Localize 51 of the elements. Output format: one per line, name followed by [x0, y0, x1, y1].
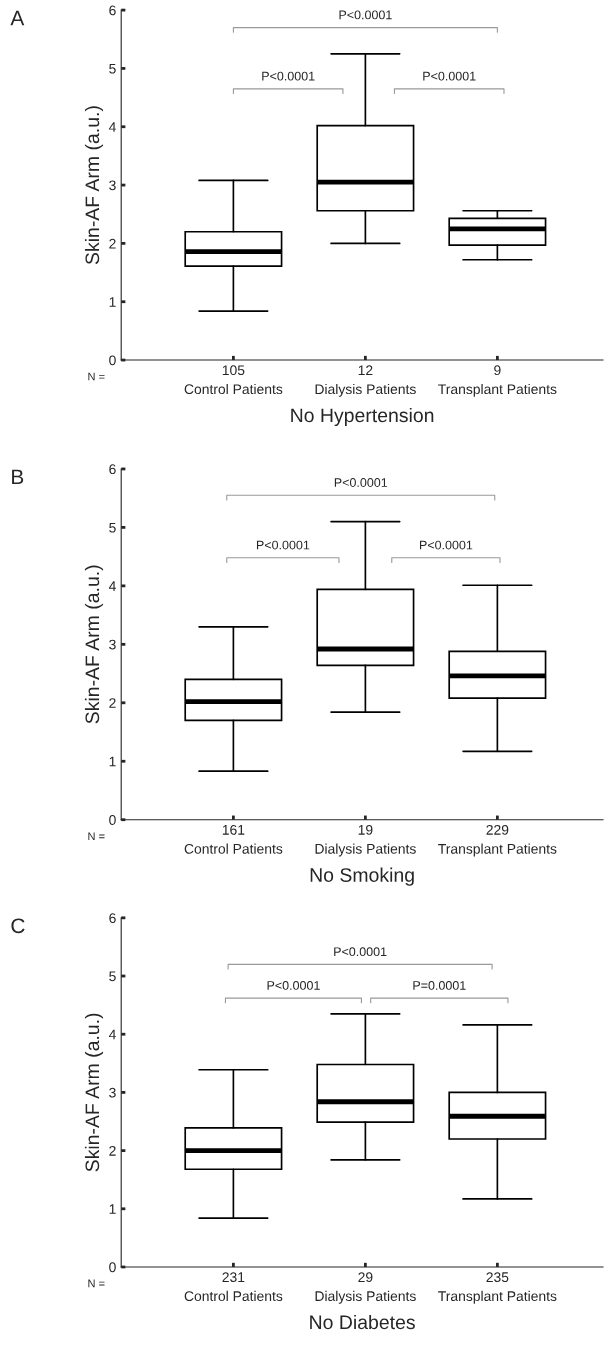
y-tick-label: 0	[109, 1262, 116, 1273]
y-tick-label: 4	[108, 1029, 116, 1040]
annotation: P<0.0001	[334, 947, 387, 957]
x-tick-label: 231 Control Patients	[184, 1272, 283, 1302]
y-tick-label: 6	[109, 5, 116, 16]
annotation: P<0.0001	[339, 10, 392, 20]
y-axis-title: Skin-AF Arm (a.u.)	[84, 1013, 104, 1172]
y-tick-label: 5	[109, 971, 116, 982]
y-tick-label: 3	[109, 1087, 116, 1098]
y-tick-label: 4	[108, 581, 116, 591]
x-axis-title: No Smoking	[310, 867, 414, 886]
x-tick-label: 229 Transplant Patients	[438, 824, 557, 857]
chart-title: C	[11, 918, 25, 934]
x-tick-label: 19 Dialysis Patients	[315, 824, 416, 857]
y-tick-label: 2	[109, 1145, 116, 1156]
x-tick-label: 235 Transplant Patients	[438, 1272, 557, 1304]
x-axis-title: No Hypertension	[291, 407, 434, 427]
y-tick-label: 2	[109, 238, 116, 249]
y-tick-label: 6	[109, 913, 116, 924]
annotation: P<0.0001	[419, 540, 473, 550]
y-tick-label: 3	[109, 180, 116, 191]
x-tick-label: 9 Transplant Patients	[438, 365, 557, 397]
y-tick-label: 6	[109, 464, 116, 475]
text: N =	[88, 1279, 105, 1288]
y-tick-label: 2	[109, 698, 116, 708]
text: N =	[88, 372, 105, 381]
y-tick-label: 1	[109, 297, 116, 307]
y-axis-title: Skin-AF Arm (a.u.)	[84, 565, 104, 724]
y-tick-label: 1	[109, 756, 116, 767]
annotation: P<0.0001	[267, 981, 320, 990]
y-tick-label: 0	[109, 815, 116, 825]
x-tick-label: 12 Dialysis Patients	[315, 365, 416, 397]
annotation: P<0.0001	[256, 540, 310, 550]
x-tick-label: 161 Control Patients	[184, 824, 283, 854]
x-axis-title: No Diabetes	[310, 1314, 415, 1330]
y-tick-label: 3	[109, 639, 116, 650]
chart-title: A	[10, 10, 25, 26]
annotation: P<0.0001	[423, 71, 476, 81]
y-tick-label: 5	[109, 522, 116, 533]
annotation: P<0.0001	[334, 478, 388, 487]
annotation: P=0.0001	[413, 981, 466, 990]
y-tick-label: 1	[109, 1204, 116, 1214]
y-tick-label: 4	[108, 122, 116, 132]
chart-title: B	[12, 469, 24, 485]
y-axis-title: Skin-AF Arm (a.u.)	[84, 106, 104, 265]
x-tick-label: 29 Dialysis Patients	[315, 1272, 416, 1304]
text: N =	[88, 832, 105, 841]
x-tick-label: 105 Control Patients	[184, 365, 283, 395]
annotation: P<0.0001	[262, 71, 315, 81]
y-tick-label: 0	[109, 355, 116, 366]
y-tick-label: 5	[109, 63, 116, 74]
